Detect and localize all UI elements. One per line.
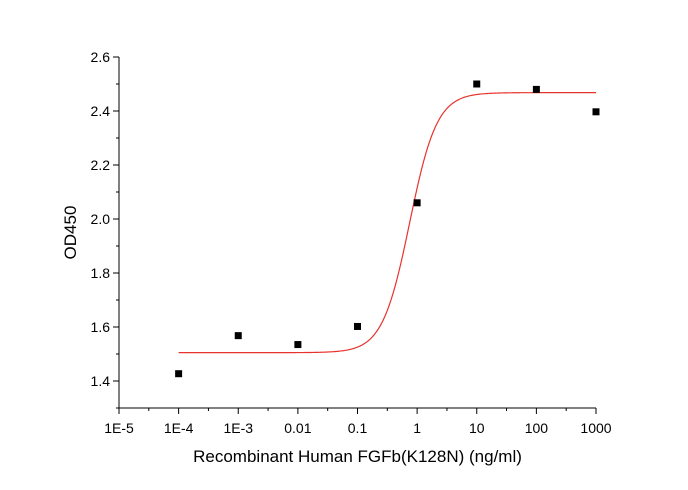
- y-tick-label: 1.8: [91, 265, 111, 281]
- data-point: [532, 85, 540, 93]
- data-point: [175, 370, 183, 378]
- y-tick-label: 1.6: [91, 319, 111, 335]
- x-tick-label: 0.1: [348, 420, 368, 436]
- y-axis-title: OD450: [61, 206, 80, 260]
- axes: [118, 57, 596, 409]
- x-tick-label: 1E-5: [104, 420, 134, 436]
- data-point: [592, 108, 600, 116]
- x-tick-label: 10: [469, 420, 485, 436]
- data-point: [234, 332, 242, 340]
- y-tick-label: 2.4: [91, 103, 111, 119]
- y-ticks: 1.4 1.6 1.8 2.0 2.2 2.4 2.6: [91, 49, 119, 409]
- y-tick-label: 1.4: [91, 373, 111, 389]
- x-ticks: 1E-5 1E-4 1E-3 0.01 0.1 1 10 100 1000: [104, 408, 612, 436]
- data-point: [294, 341, 302, 349]
- y-tick-label: 2.6: [91, 49, 111, 65]
- fit-curve: [178, 92, 596, 354]
- fit-layer: [178, 92, 596, 354]
- x-axis-title: Recombinant Human FGFb(K128N) (ng/ml): [193, 447, 522, 466]
- x-tick-label: 1E-4: [164, 420, 194, 436]
- data-point: [354, 322, 361, 330]
- x-tick-label: 1000: [580, 420, 611, 436]
- x-tick-label: 1E-3: [223, 420, 253, 436]
- x-tick-label: 0.01: [284, 420, 311, 436]
- data-point: [473, 80, 481, 88]
- x-tick-label: 100: [525, 420, 549, 436]
- x-tick-label: 1: [413, 420, 421, 436]
- y-tick-label: 2.2: [91, 157, 111, 173]
- data-point: [413, 199, 421, 207]
- points-layer: [175, 80, 600, 378]
- y-tick-label: 2.0: [91, 211, 111, 227]
